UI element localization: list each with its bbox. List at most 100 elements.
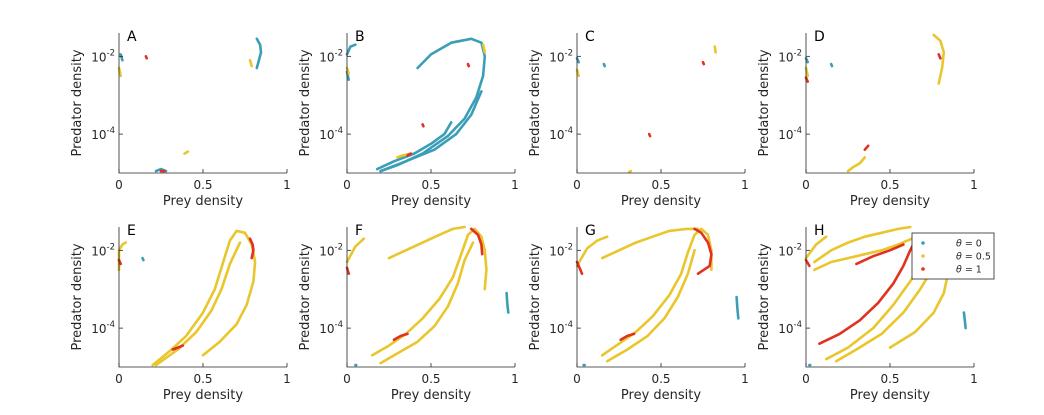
- x-axis-label: Prey density: [621, 388, 701, 403]
- x-tick-label: 0.5: [421, 178, 440, 192]
- curve-e-1-2: [117, 241, 127, 272]
- x-tick-label: 0: [802, 178, 810, 192]
- x-tick-label: 0: [343, 372, 351, 386]
- curve-g-1-0: [600, 227, 713, 357]
- curve-g-1-2: [600, 227, 700, 260]
- legend-entry: θ = 1: [956, 265, 982, 276]
- y-tick-label: 10-2: [549, 242, 573, 258]
- curve-f-1-3: [345, 237, 366, 264]
- x-tick-label: 0.5: [880, 178, 899, 192]
- panel-label: B: [355, 29, 365, 45]
- y-tick-label: 10-2: [319, 48, 343, 64]
- curve-h-1-2: [813, 225, 912, 264]
- y-axis-label: Predator density: [298, 49, 313, 156]
- curve-f-1-1: [379, 241, 475, 365]
- series-b-1: [345, 43, 487, 159]
- series-f-1: [345, 225, 488, 365]
- curve-f-0-0: [505, 291, 510, 314]
- series-d-0: [804, 57, 834, 68]
- y-axis-label: Predator density: [298, 243, 313, 350]
- series-h-0: [808, 311, 967, 367]
- y-tick-label: 10-4: [549, 320, 573, 336]
- y-tick-label: 10-2: [91, 242, 115, 258]
- curve-e-0-0: [141, 256, 145, 262]
- curve-e-1-0: [151, 229, 257, 367]
- curve-b-2-0: [466, 62, 471, 68]
- y-tick-label: 10-2: [778, 242, 802, 258]
- legend-marker: [921, 254, 925, 258]
- y-tick-label: 10-2: [319, 242, 343, 258]
- x-tick-label: 1: [283, 178, 291, 192]
- curve-f-2-1: [392, 332, 409, 342]
- axes-f: [346, 227, 515, 368]
- series-c-0: [575, 57, 606, 68]
- x-tick-label: 0.5: [421, 372, 440, 386]
- curve-e-1-1: [154, 241, 242, 367]
- curve-a-1-0: [248, 58, 253, 68]
- x-tick-label: 0: [115, 372, 123, 386]
- curve-c-2-1: [647, 132, 652, 138]
- curve-d-2-0: [937, 53, 942, 60]
- x-tick-label: 1: [511, 372, 519, 386]
- curve-g-0-0: [735, 295, 740, 320]
- curve-g-1-1: [605, 249, 696, 363]
- y-axis-label: Predator density: [757, 243, 772, 350]
- x-axis-label: Prey density: [391, 388, 471, 403]
- series-b-2: [406, 62, 471, 157]
- curve-h-2-2: [804, 258, 811, 268]
- x-tick-label: 1: [970, 178, 978, 192]
- curve-h-1-3: [813, 237, 914, 272]
- panel-e: 0 0.5 1 10-2 10-4 Prey density Predator densit…: [70, 223, 291, 403]
- curve-a-0-0: [255, 37, 263, 70]
- series-c-1: [575, 45, 717, 174]
- x-axis-label: Prey density: [850, 194, 930, 209]
- legend-box: [911, 232, 995, 280]
- curve-g-2-1: [619, 332, 636, 342]
- y-tick-label: 10-2: [549, 48, 573, 64]
- panel-f: 0 0.5 1 10-2 10-4 Prey density Predator densit…: [298, 223, 519, 403]
- curve-c-1-0: [713, 45, 717, 54]
- x-tick-label: 0.5: [193, 372, 212, 386]
- x-axis-label: Prey density: [621, 194, 701, 209]
- x-tick-label: 0.5: [880, 372, 899, 386]
- legend-marker: [921, 241, 925, 245]
- panel-label: E: [127, 223, 136, 239]
- axes-c: [576, 33, 745, 174]
- panel-d: 0 0.5 1 10-2 10-4 Prey density Predator densit…: [757, 29, 978, 209]
- curve-g-1-3: [575, 235, 609, 268]
- curve-h-2-0: [818, 239, 917, 345]
- axes-d: [805, 33, 974, 174]
- x-axis-label: Prey density: [850, 388, 930, 403]
- y-axis-label: Predator density: [70, 49, 85, 156]
- y-tick-label: 10-4: [319, 320, 343, 336]
- y-axis-label: Predator density: [528, 49, 543, 156]
- curve-b-0-1: [379, 90, 483, 173]
- panel-label: D: [814, 29, 825, 45]
- curve-g-2-2: [575, 260, 584, 275]
- legend-marker: [921, 267, 925, 271]
- panel-label: A: [127, 29, 137, 45]
- y-tick-label: 10-4: [549, 126, 573, 142]
- y-tick-label: 10-4: [91, 320, 115, 336]
- series-d-1: [804, 33, 946, 173]
- series-a-2: [144, 55, 166, 173]
- curve-e-2-1: [171, 344, 185, 351]
- y-tick-label: 10-4: [778, 320, 802, 336]
- legend-entry: θ = 0.5: [956, 252, 991, 263]
- series-e-0: [141, 256, 145, 262]
- panel-label: C: [585, 29, 595, 45]
- curve-d-2-1: [863, 144, 870, 151]
- series-f-0: [354, 291, 510, 367]
- y-axis-label: Predator density: [528, 243, 543, 350]
- series-b-0: [345, 37, 487, 173]
- panel-label: H: [814, 223, 825, 239]
- x-tick-label: 1: [970, 372, 978, 386]
- x-tick-label: 0: [802, 372, 810, 386]
- x-tick-label: 1: [511, 178, 519, 192]
- x-tick-label: 0: [573, 372, 581, 386]
- curve-d-1-0: [932, 33, 946, 85]
- panel-c: 0 0.5 1 10-2 10-4 Prey density Predator densit…: [528, 29, 749, 209]
- x-tick-label: 1: [741, 372, 749, 386]
- series-g-0: [582, 295, 740, 367]
